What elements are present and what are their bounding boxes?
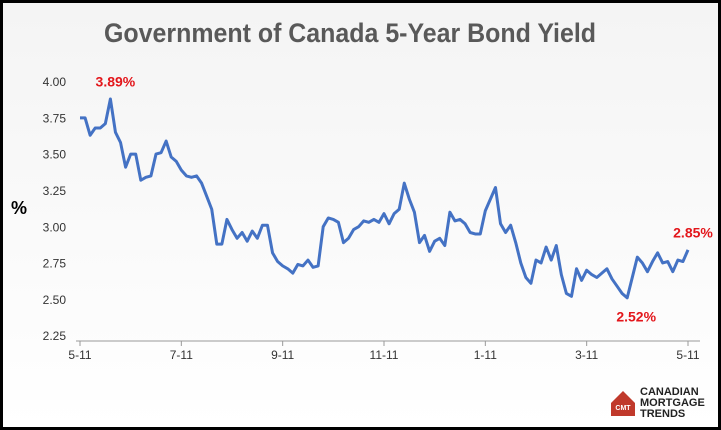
chart-title: Government of Canada 5-Year Bond Yield	[104, 18, 596, 48]
data-label: 2.85%	[673, 225, 713, 241]
y-tick-label: 4.00	[43, 75, 67, 89]
x-tick-label: 3-11	[575, 348, 598, 362]
y-tick-label: 3.50	[43, 148, 67, 162]
line-series	[80, 97, 690, 300]
data-label: 2.52%	[616, 309, 656, 325]
logo-icon	[611, 391, 635, 416]
x-tick-label: 11-11	[370, 348, 399, 362]
y-tick-label: 2.50	[43, 293, 67, 307]
y-tick-label: 2.25	[43, 329, 67, 343]
x-tick-label: 9-11	[271, 348, 294, 362]
y-axis-label: %	[11, 198, 27, 218]
logo-text: MORTGAGE	[640, 397, 705, 409]
x-tick-label: 5-11	[676, 348, 699, 362]
y-tick-label: 3.00	[43, 220, 67, 234]
logo-icon-text: CMT	[615, 405, 631, 412]
data-label: 3.89%	[96, 74, 136, 90]
y-tick-label: 3.75	[43, 111, 67, 125]
x-tick-label: 5-11	[68, 348, 91, 362]
y-tick-label: 3.25	[43, 184, 67, 198]
x-tick-label: 7-11	[170, 348, 193, 362]
y-tick-label: 2.75	[43, 257, 67, 271]
logo-text: TRENDS	[640, 408, 685, 420]
logo-text: CANADIAN	[640, 386, 699, 398]
x-tick-label: 1-11	[474, 348, 497, 362]
logo: CMT CANADIAN MORTGAGE TRENDS	[611, 386, 705, 420]
